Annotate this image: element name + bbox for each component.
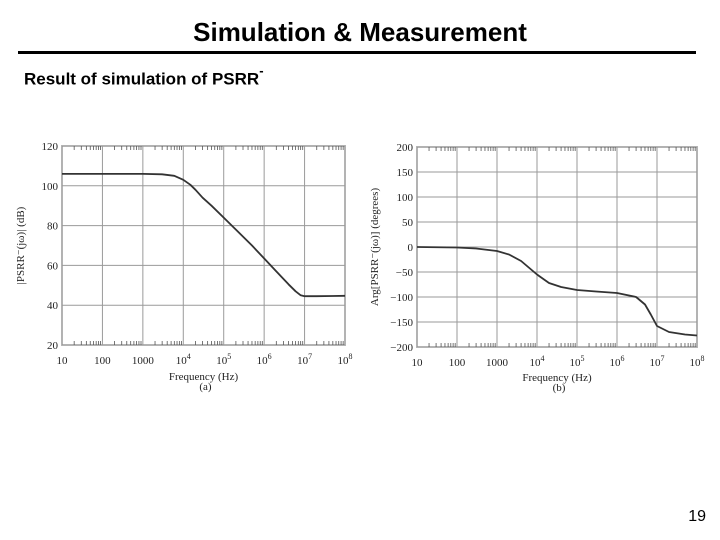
y-tick-label: 150	[397, 167, 414, 179]
x-tick-label: 10	[412, 357, 424, 369]
x-axis-label: Frequency (Hz)	[169, 371, 239, 383]
y-tick-label: −100	[390, 292, 413, 304]
x-tick-label: 108	[338, 352, 353, 367]
x-tick-label: 106	[610, 354, 625, 369]
series-line	[62, 172, 346, 298]
x-tick-label: 10	[57, 355, 69, 367]
y-tick-label: 80	[47, 221, 59, 233]
x-tick-label: 107	[297, 352, 312, 367]
y-axis-label: Arg[PSRR⁻(jω)] (degrees)	[369, 188, 381, 307]
y-tick-label: −150	[390, 317, 413, 329]
x-tick-label: 105	[216, 352, 231, 367]
x-axis-label: Frequency (Hz)	[522, 372, 592, 384]
subtitle-text: Result of simulation of PSRR	[24, 69, 260, 89]
x-tick-label: 100	[449, 357, 466, 369]
y-tick-label: −50	[396, 267, 414, 279]
x-tick-label: 104	[530, 354, 545, 369]
slide-subtitle: Result of simulation of PSRR-	[24, 63, 264, 90]
subtitle-superscript: -	[259, 63, 264, 78]
y-tick-label: 120	[42, 141, 59, 153]
x-tick-label: 106	[257, 352, 272, 367]
x-tick-label: 1000	[486, 357, 509, 369]
plot-frame	[61, 145, 346, 346]
x-tick-label: 104	[176, 352, 191, 367]
series-line	[416, 246, 698, 337]
panel-label: (a)	[199, 381, 212, 393]
y-tick-label: 60	[47, 260, 59, 272]
x-tick-label: 100	[94, 355, 111, 367]
y-tick-label: 20	[47, 340, 59, 352]
x-tick-label: 107	[650, 354, 665, 369]
y-tick-label: 0	[408, 242, 414, 254]
title-divider	[18, 51, 696, 54]
panel-label: (b)	[553, 382, 566, 394]
y-axis-label: |PSRR⁻(jω)| (dB)	[15, 206, 27, 284]
x-tick-label: 1000	[132, 355, 155, 367]
y-tick-label: 40	[47, 300, 59, 312]
y-tick-label: 200	[397, 142, 414, 154]
y-tick-label: −200	[390, 342, 413, 354]
x-tick-label: 105	[570, 354, 585, 369]
y-tick-label: 100	[397, 192, 414, 204]
slide-title: Simulation & Measurement	[193, 17, 527, 47]
y-tick-label: 50	[402, 217, 414, 229]
y-tick-label: 100	[42, 181, 59, 193]
x-tick-label: 108	[690, 354, 705, 369]
page-number: 19	[688, 508, 706, 525]
